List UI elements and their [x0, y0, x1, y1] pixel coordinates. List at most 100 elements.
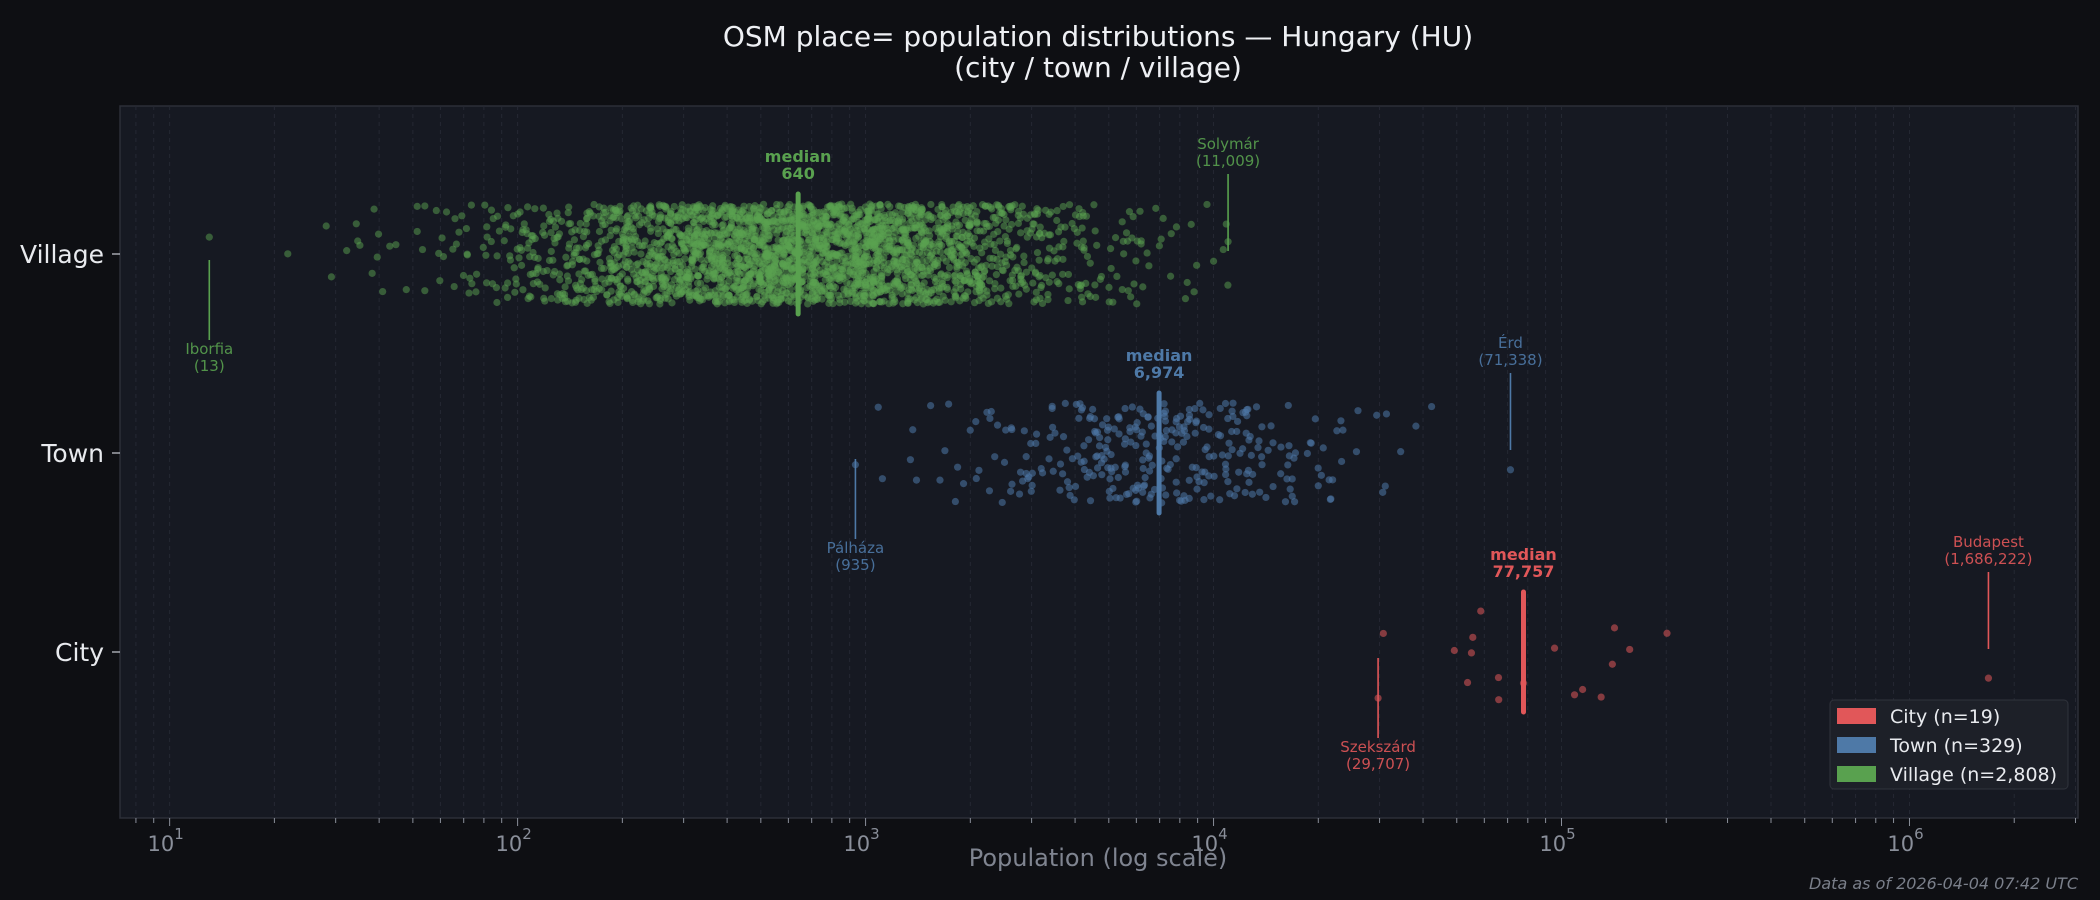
village-point	[502, 221, 510, 229]
village-point	[737, 295, 745, 304]
village-point	[658, 264, 667, 272]
village-point	[698, 264, 706, 272]
town-point	[1201, 445, 1209, 454]
village-point	[1143, 249, 1151, 257]
town-point	[1229, 412, 1237, 421]
town-point	[1225, 439, 1233, 447]
city-point	[1570, 691, 1579, 699]
town-point	[1337, 417, 1345, 425]
village-point	[1209, 257, 1218, 265]
village-point	[614, 293, 622, 302]
village-point	[695, 238, 703, 246]
village-point	[327, 273, 336, 281]
village-point	[912, 224, 920, 232]
village-point	[843, 285, 851, 293]
chart-subtitle: (city / town / village)	[954, 51, 1242, 84]
village-point	[854, 262, 863, 270]
village-point	[951, 271, 959, 279]
village-point	[717, 278, 725, 286]
village-point	[1092, 293, 1100, 301]
village-point	[517, 261, 526, 269]
town-point	[1252, 403, 1261, 411]
village-point	[882, 217, 890, 225]
village-point	[755, 241, 764, 249]
city-annotation-name: Budapest	[1953, 533, 2024, 551]
village-point	[753, 292, 761, 300]
town-point	[1080, 465, 1088, 474]
town-point	[1218, 451, 1226, 459]
village-point	[1053, 278, 1061, 286]
village-point	[728, 295, 736, 304]
village-point	[630, 202, 638, 210]
village-point	[849, 284, 857, 292]
village-point	[563, 272, 571, 280]
village-point	[991, 285, 999, 293]
village-point	[529, 280, 537, 288]
village-point	[450, 282, 458, 291]
village-point	[937, 271, 945, 279]
town-point	[1137, 432, 1145, 440]
village-point	[832, 251, 840, 259]
village-point	[563, 262, 571, 270]
village-point	[712, 255, 720, 263]
village-point	[413, 227, 421, 236]
village-point	[823, 247, 831, 255]
village-point	[927, 200, 935, 209]
town-point	[1161, 433, 1169, 441]
village-point	[1055, 243, 1063, 251]
town-point	[1216, 496, 1224, 504]
village-point	[938, 277, 946, 285]
village-point	[539, 204, 547, 212]
town-point	[1506, 466, 1515, 474]
village-point	[833, 275, 841, 283]
village-point	[352, 220, 360, 228]
village-point	[828, 236, 836, 244]
village-point	[1047, 208, 1055, 216]
village-point	[1017, 272, 1025, 281]
city-point	[1608, 660, 1616, 668]
legend-box	[1829, 699, 2069, 790]
village-point	[650, 277, 658, 285]
village-point	[1125, 208, 1134, 216]
town-point	[1200, 496, 1208, 504]
city-annotation-value: (29,707)	[1346, 755, 1410, 773]
village-point	[488, 280, 497, 288]
village-legend-label: Village (n=2,808)	[1890, 764, 2057, 786]
village-point	[653, 225, 661, 233]
village-point	[764, 249, 773, 257]
village-point	[782, 275, 790, 283]
village-point	[641, 277, 650, 285]
village-point	[523, 203, 532, 211]
village-point	[1009, 282, 1017, 291]
village-point	[504, 204, 512, 212]
village-point	[951, 207, 959, 215]
town-point	[986, 414, 994, 423]
village-point	[660, 282, 668, 291]
village-point	[912, 234, 920, 243]
village-point	[571, 226, 579, 234]
village-point	[823, 213, 831, 221]
village-point	[1044, 296, 1052, 304]
village-point	[671, 289, 680, 298]
village-point	[1007, 204, 1015, 212]
town-point	[1028, 481, 1036, 489]
village-point	[681, 247, 690, 255]
village-point	[549, 271, 557, 279]
town-point	[1049, 423, 1057, 431]
village-point	[779, 260, 787, 268]
town-point	[1285, 452, 1293, 460]
town-point	[1319, 444, 1327, 452]
village-point	[1009, 253, 1017, 261]
village-point	[630, 291, 638, 299]
village-point	[986, 254, 994, 262]
town-point	[1072, 400, 1080, 408]
village-point	[952, 278, 960, 286]
village-point	[923, 256, 931, 264]
village-point	[740, 246, 749, 255]
village-point	[379, 287, 387, 296]
village-point	[661, 214, 669, 222]
town-point	[1333, 427, 1341, 435]
town-point	[1228, 407, 1236, 415]
town-point	[1121, 404, 1129, 413]
village-point	[439, 252, 448, 261]
